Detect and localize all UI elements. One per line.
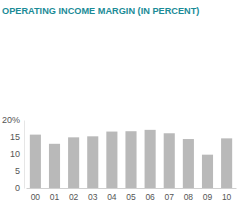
x-tick: 07 bbox=[165, 188, 175, 202]
x-tick-label: 01 bbox=[50, 192, 60, 202]
y-tick-label: 20% bbox=[2, 115, 20, 125]
x-tick-label: 00 bbox=[31, 192, 41, 202]
x-tick-label: 08 bbox=[184, 192, 194, 202]
y-axis: 0 5 10 15 20% bbox=[2, 115, 25, 193]
x-tick-label: 07 bbox=[165, 192, 175, 202]
x-tick: 02 bbox=[69, 188, 79, 202]
bar bbox=[87, 136, 98, 188]
bar bbox=[106, 132, 117, 188]
x-tick-label: 05 bbox=[126, 192, 136, 202]
x-tick-label: 02 bbox=[69, 192, 79, 202]
x-axis-line bbox=[27, 188, 237, 189]
bar bbox=[164, 133, 175, 188]
x-tick: 01 bbox=[50, 188, 60, 202]
y-tick: 20% bbox=[2, 115, 24, 125]
x-tick: 05 bbox=[126, 188, 136, 202]
y-axis-line bbox=[24, 121, 25, 189]
x-tick-label: 09 bbox=[203, 192, 213, 202]
x-tick: 10 bbox=[222, 188, 232, 202]
x-tick: 03 bbox=[88, 188, 98, 202]
x-axis: 00 01 02 03 04 05 06 07 08 09 10 bbox=[27, 188, 237, 202]
y-tick: 10 bbox=[10, 149, 24, 159]
y-tick: 5 bbox=[15, 166, 24, 176]
x-tick: 08 bbox=[184, 188, 194, 202]
y-tick-label: 0 bbox=[15, 183, 20, 193]
title: OPERATING INCOME MARGIN (IN PERCENT) bbox=[2, 6, 199, 16]
bar bbox=[49, 144, 60, 188]
bar bbox=[183, 139, 194, 188]
x-tick-label: 10 bbox=[222, 192, 232, 202]
bar bbox=[221, 138, 232, 188]
bars bbox=[30, 130, 232, 188]
x-tick-label: 06 bbox=[145, 192, 155, 202]
x-tick: 00 bbox=[31, 188, 41, 202]
bar bbox=[125, 131, 136, 188]
y-tick-label: 10 bbox=[10, 149, 20, 159]
y-tick: 15 bbox=[10, 132, 24, 142]
bar bbox=[68, 137, 79, 188]
bar bbox=[145, 130, 156, 188]
bar bbox=[202, 155, 213, 188]
x-tick-label: 03 bbox=[88, 192, 98, 202]
bar bbox=[30, 135, 41, 188]
x-tick: 06 bbox=[145, 188, 155, 202]
y-tick-label: 15 bbox=[10, 132, 20, 142]
chart: OPERATING INCOME MARGIN (IN PERCENT)0510… bbox=[0, 0, 240, 207]
x-tick: 04 bbox=[107, 188, 117, 202]
y-tick: 0 bbox=[15, 183, 24, 193]
x-tick: 09 bbox=[203, 188, 213, 202]
y-tick-label: 5 bbox=[15, 166, 20, 176]
x-tick-label: 04 bbox=[107, 192, 117, 202]
